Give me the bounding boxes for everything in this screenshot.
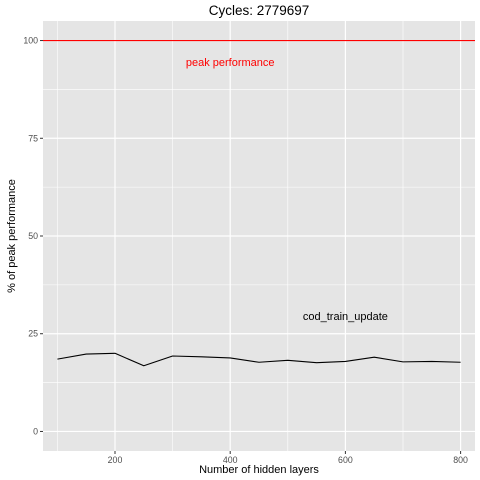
chart-title: Cycles: 2779697	[209, 3, 310, 18]
x-tick-label-3: 800	[453, 455, 468, 465]
y-tick-label-0: 0	[33, 426, 38, 436]
y-axis-label: % of peak performance	[6, 179, 18, 293]
y-tick-label-3: 75	[28, 133, 38, 143]
y-tick-label-4: 100	[23, 36, 38, 46]
series-line-0	[57, 352, 461, 367]
series-annotation: cod_train_update	[303, 311, 388, 323]
series-layer	[57, 352, 461, 367]
x-axis-label: Number of hidden layers	[199, 464, 319, 476]
x-axis-ticks: 200 400 600 800	[108, 451, 468, 465]
y-tick-label-1: 25	[28, 329, 38, 339]
y-axis-ticks: 0 25 50 75 100	[23, 36, 43, 436]
grid-major	[43, 21, 475, 451]
x-tick-label-0: 200	[108, 455, 123, 465]
x-tick-label-1: 400	[223, 455, 238, 465]
y-tick-label-2: 50	[28, 231, 38, 241]
x-tick-label-2: 600	[338, 455, 353, 465]
peak-performance-label: peak performance	[186, 57, 275, 69]
